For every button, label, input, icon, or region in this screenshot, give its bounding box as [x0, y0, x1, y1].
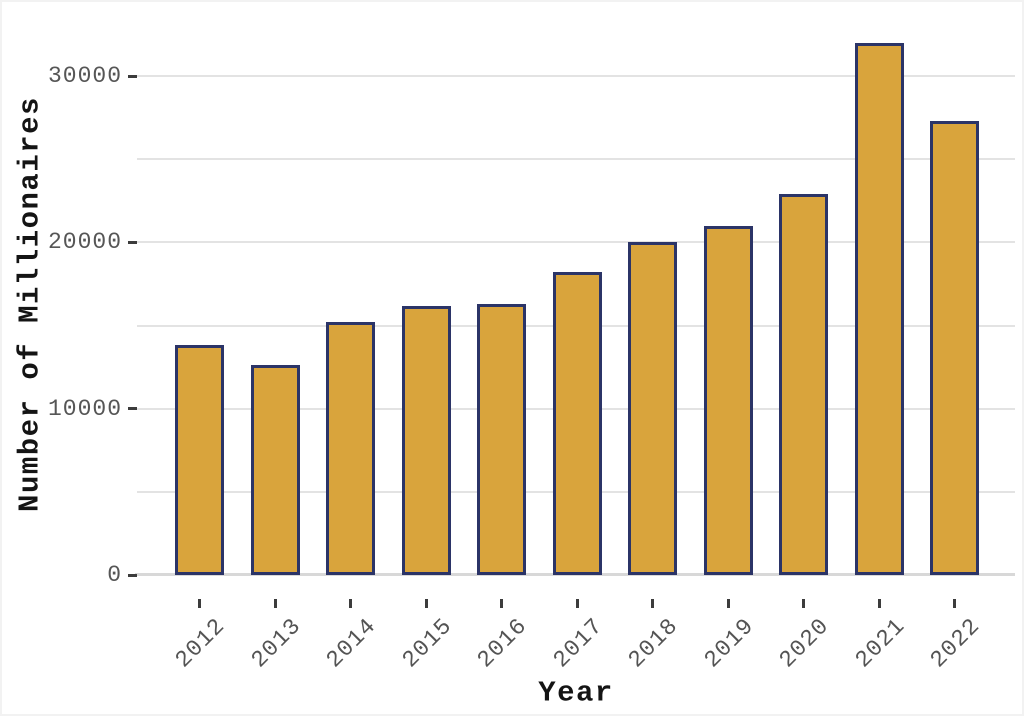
- x-axis-title: Year: [538, 676, 614, 710]
- x-tick-2021: [877, 599, 881, 608]
- x-tick-2013: [273, 599, 277, 608]
- bar-2018: [628, 242, 677, 575]
- x-tick-2016: [500, 599, 503, 608]
- x-tick-label-2012: 2012: [170, 613, 231, 674]
- x-tick-label-2013: 2013: [246, 613, 307, 674]
- y-tick-label-20000: 20000: [47, 229, 122, 256]
- y-tick-label-30000: 30000: [47, 63, 122, 90]
- x-tick-label-2019: 2019: [699, 613, 760, 674]
- gridline-20000: [137, 241, 1015, 244]
- bar-2014: [326, 322, 375, 575]
- x-tick-2018: [651, 599, 654, 608]
- y-tick-30000: [128, 74, 137, 78]
- bar-2022: [930, 120, 979, 575]
- bar-2019: [703, 225, 753, 575]
- x-tick-2022: [953, 599, 956, 608]
- y-tick-10000: [128, 407, 137, 411]
- bar-2013: [250, 365, 300, 575]
- x-tick-label-2021: 2021: [850, 613, 911, 674]
- gridline-25000: [137, 158, 1015, 161]
- bar-2021: [854, 42, 904, 575]
- x-tick-label-2018: 2018: [623, 613, 684, 674]
- bar-2015: [401, 305, 451, 575]
- x-tick-label-2022: 2022: [925, 613, 986, 674]
- bar-2017: [552, 272, 602, 575]
- y-axis-title: Number of Millionaires: [13, 96, 47, 512]
- x-tick-2019: [726, 599, 730, 608]
- bar-2016: [477, 303, 526, 575]
- x-tick-label-2020: 2020: [774, 613, 835, 674]
- x-tick-2020: [802, 599, 805, 608]
- x-tick-label-2016: 2016: [472, 613, 533, 674]
- x-tick-label-2017: 2017: [548, 613, 609, 674]
- bar-2020: [779, 194, 828, 575]
- y-tick-20000: [128, 240, 137, 244]
- y-tick-0: [128, 573, 137, 577]
- y-tick-label-0: 0: [107, 562, 122, 588]
- x-tick-label-2014: 2014: [321, 613, 382, 674]
- x-tick-label-2015: 2015: [397, 613, 458, 674]
- x-tick-2015: [424, 599, 428, 608]
- x-tick-2014: [349, 599, 352, 608]
- gridline-30000: [137, 75, 1015, 78]
- x-tick-2017: [575, 599, 579, 608]
- y-tick-label-10000: 10000: [47, 395, 122, 422]
- bar-2012: [175, 345, 224, 575]
- x-tick-2012: [198, 599, 201, 608]
